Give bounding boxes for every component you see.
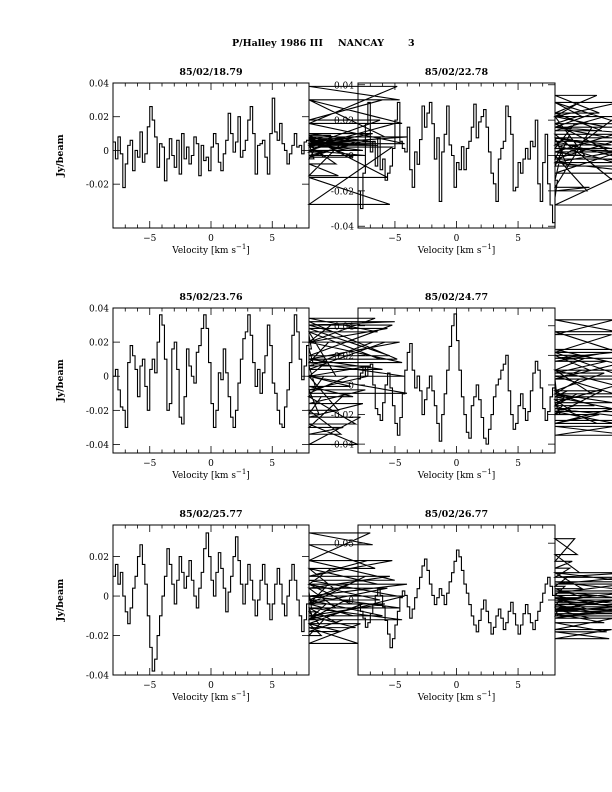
y-tick-label: 0	[103, 147, 109, 157]
panel-title: 85/02/24.77	[425, 292, 488, 303]
y-tick-label: 0	[103, 593, 109, 603]
y-tick-label: -0.02	[331, 187, 354, 197]
y-axis-label: Jy/beam	[55, 359, 66, 402]
x-tick-label: 5	[515, 459, 521, 469]
y-tick-label: -0.02	[86, 181, 109, 191]
spectrum-line	[113, 314, 408, 446]
x-axis-label: Velocity [km s−1]	[171, 690, 250, 703]
comet-name: P/Halley 1986 III	[232, 38, 323, 49]
y-tick-label: 0.02	[89, 339, 109, 349]
y-tick-label: 0.04	[89, 80, 109, 90]
x-axis-label: Velocity [km s−1]	[171, 243, 250, 256]
y-tick-label: 0.02	[334, 352, 354, 362]
page-title: P/Halley 1986 III NANCAY 3	[0, 38, 612, 52]
y-tick-label: 0.04	[334, 322, 354, 332]
y-tick-label: -0.02	[331, 411, 354, 421]
x-axis-label: Velocity [km s−1]	[417, 468, 496, 481]
spectrum-panel-1: −5 0 5 -0.02 0 0.02 0.04 85/02/18.79 Velocity [k…	[55, 67, 408, 256]
spectrum-panel-3: −5 0 5 -0.04 -0.02 0 0.02 0.04 85/02/23.76 Veloci…	[55, 292, 408, 481]
y-tick-label: 0.02	[89, 553, 109, 563]
x-tick-label: 5	[515, 234, 521, 244]
x-tick-label: 0	[454, 234, 460, 244]
y-tick-label: -0.04	[331, 223, 354, 233]
spectrum-line	[358, 538, 612, 649]
y-tick-label: -0.04	[86, 441, 109, 451]
x-tick-label: 0	[208, 681, 214, 691]
y-tick-label: 0	[348, 597, 354, 607]
y-tick-label: 0.02	[89, 113, 109, 123]
y-tick-label: 0	[348, 381, 354, 391]
y-axis-label: Jy/beam	[55, 134, 66, 177]
panel-title: 85/02/22.78	[425, 67, 489, 78]
spectrum-line	[113, 532, 408, 672]
y-tick-label: 0.02	[334, 117, 354, 127]
spectrum-line	[358, 94, 612, 224]
station-name: NANCAY	[338, 38, 384, 49]
x-tick-label: 5	[269, 681, 275, 691]
page-number: 3	[408, 38, 415, 49]
x-axis-label: Velocity [km s−1]	[417, 690, 496, 703]
x-tick-label: 5	[515, 681, 521, 691]
spectrum-panel-5: −5 0 5 -0.04 -0.02 0 0.02 85/02/25.77 Velocity […	[55, 509, 408, 703]
y-tick-label: 0	[348, 152, 354, 162]
y-tick-label: 0	[103, 373, 109, 383]
panel-title: 85/02/18.79	[179, 67, 243, 78]
x-tick-label: −5	[388, 234, 402, 244]
x-tick-label: −5	[388, 681, 402, 691]
spectrum-panel-6: −5 0 5 0 0.05 85/02/26.77 Velocity [km s−1]	[334, 509, 612, 703]
x-axis-label: Velocity [km s−1]	[417, 243, 496, 256]
panel-title: 85/02/26.77	[425, 509, 488, 520]
x-tick-label: −5	[143, 234, 157, 244]
x-tick-label: 0	[208, 459, 214, 469]
panel-title: 85/02/25.77	[179, 509, 242, 520]
y-tick-label: 0.04	[334, 81, 354, 91]
x-tick-label: 5	[269, 459, 275, 469]
spectrum-panel-4: −5 0 5 -0.04 -0.02 0 0.02 0.04 85/02/24.77 Veloci…	[331, 292, 612, 481]
y-tick-label: -0.02	[86, 407, 109, 417]
panel-title: 85/02/23.76	[179, 292, 243, 303]
spectrum-line	[358, 313, 612, 445]
x-tick-label: 0	[208, 234, 214, 244]
y-tick-label: -0.04	[331, 441, 354, 451]
x-tick-label: −5	[388, 459, 402, 469]
x-tick-label: −5	[143, 459, 157, 469]
y-tick-label: 0.05	[334, 540, 354, 550]
y-tick-label: 0.04	[89, 305, 109, 315]
spectrum-panel-2: −5 0 5 -0.04 -0.02 0 0.02 0.04 85/02/22.78 Veloci…	[331, 67, 612, 256]
x-axis-label: Velocity [km s−1]	[171, 468, 250, 481]
spectrum-line	[113, 85, 408, 205]
x-tick-label: −5	[143, 681, 157, 691]
x-tick-label: 0	[454, 459, 460, 469]
y-axis-label: Jy/beam	[55, 579, 66, 622]
x-tick-label: 5	[269, 234, 275, 244]
y-tick-label: -0.04	[86, 672, 109, 682]
y-tick-label: -0.02	[86, 632, 109, 642]
x-tick-label: 0	[454, 681, 460, 691]
